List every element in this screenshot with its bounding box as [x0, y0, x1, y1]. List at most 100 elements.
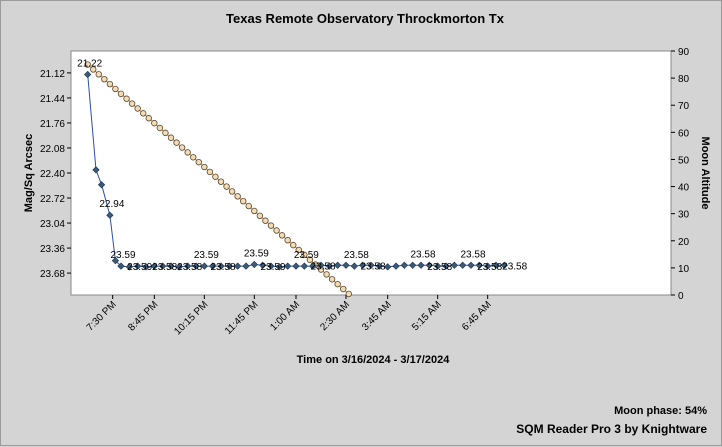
moon-altitude-point [245, 202, 252, 210]
moon-altitude-point [184, 149, 191, 156]
sky-brightness-point [150, 262, 158, 270]
sky-brightness-point [234, 262, 242, 270]
sky-brightness-point [106, 211, 114, 219]
moon-altitude-point [195, 158, 202, 166]
moon-altitude-point [206, 168, 214, 176]
data-label: 23.58 [410, 249, 435, 260]
sky-brightness-point [450, 261, 458, 269]
moon-altitude-point [223, 183, 230, 190]
moon-altitude-point [345, 290, 352, 298]
moon-altitude-point [301, 251, 308, 259]
sky-brightness-point [84, 70, 92, 79]
x-axis-label: Time on 3/16/2024 - 3/17/2024 [297, 354, 451, 366]
moon-altitude-point [240, 197, 247, 205]
sky-brightness-point [500, 261, 508, 269]
moon-altitude-point [228, 188, 236, 195]
y-right-tick-label: 70 [678, 101, 690, 112]
data-label: 23.58 [210, 262, 235, 273]
sky-brightness-point [134, 262, 142, 270]
data-label: 23.59 [110, 250, 135, 261]
data-label: 23.59 [244, 249, 269, 260]
sky-brightness-point [217, 262, 225, 270]
y-left-tick-label: 23.36 [40, 244, 65, 255]
moon-altitude-point [190, 154, 197, 161]
data-label: 23.59 [260, 262, 285, 273]
x-tick-label: 2:30 AM [318, 299, 352, 333]
y-axis-left-label: Mag/Sq Arcsec [23, 134, 35, 212]
series-moon-altitude [84, 61, 352, 298]
sky-brightness-point [392, 262, 400, 270]
sky-brightness-point [175, 263, 183, 271]
series-sky-brightness [84, 70, 508, 271]
y-right-tick-label: 90 [678, 47, 690, 58]
sky-brightness-point [300, 262, 308, 270]
sky-brightness-point [117, 262, 125, 270]
sky-brightness-point [200, 262, 208, 270]
moon-altitude-point [145, 115, 152, 122]
y-left-tick-label: 21.12 [40, 69, 65, 80]
sky-brightness-point [242, 262, 250, 270]
y-left-tick-label: 22.72 [40, 194, 65, 205]
y-right-tick-label: 30 [678, 210, 690, 221]
y-right-tick-label: 60 [678, 128, 690, 139]
moon-altitude-point [290, 241, 297, 249]
sky-brightness-point [342, 261, 350, 269]
sky-brightness-point [467, 261, 475, 269]
sky-brightness-point [284, 262, 292, 270]
moon-altitude-point [178, 144, 186, 151]
sky-brightness-point [192, 262, 200, 270]
sky-brightness-point [350, 262, 358, 270]
moon-altitude-point [201, 163, 208, 171]
sky-brightness-point [334, 261, 342, 269]
y-right-tick-label: 40 [678, 183, 690, 194]
moon-altitude-point [173, 139, 180, 146]
moon-altitude-point [328, 276, 336, 283]
moon-altitude-point [134, 105, 141, 112]
sky-brightness-point [275, 263, 283, 271]
sky-brightness-point [159, 262, 167, 270]
x-tick-label: 1:00 AM [268, 299, 302, 333]
moon-altitude-point [95, 71, 102, 78]
moon-altitude-point [334, 280, 341, 288]
sky-brightness-point [375, 262, 383, 270]
sky-brightness-point [475, 261, 483, 269]
y-left-tick-label: 23.68 [40, 269, 65, 280]
y-right-tick-label: 0 [678, 291, 684, 302]
y-left-tick-label: 21.76 [40, 119, 65, 130]
sky-brightness-point [92, 166, 100, 174]
data-label: 23.58 [460, 249, 485, 260]
y-left-tick-label: 21.44 [40, 94, 65, 105]
sky-brightness-point [417, 261, 425, 269]
sky-brightness-point [459, 261, 467, 269]
sky-brightness-point [125, 263, 133, 271]
sky-brightness-point [184, 262, 192, 270]
data-label: 23.58 [502, 261, 527, 272]
sky-brightness-point [492, 261, 500, 269]
x-tick-label: 8:45 PM [126, 299, 160, 333]
moon-altitude-point [217, 178, 225, 185]
sky-brightness-point [142, 263, 150, 271]
moon-altitude-point [273, 227, 280, 234]
sky-brightness-point [434, 262, 442, 270]
sky-brightness-point [309, 262, 317, 270]
data-label: 23.59 [194, 250, 219, 261]
y-right-tick-label: 50 [678, 155, 690, 166]
moon-altitude-point [340, 285, 347, 293]
data-label: 23.58 [427, 262, 452, 273]
moon-altitude-point [262, 217, 269, 224]
x-tick-label: 11:45 PM [223, 299, 261, 337]
moon-altitude-point [278, 232, 286, 239]
moon-altitude-point [251, 207, 258, 215]
sky-brightness-point [325, 262, 333, 270]
data-label: 21.22 [77, 58, 102, 69]
y-axis-right-label: Moon Altitude [699, 137, 711, 210]
x-tick-label: 6:45 AM [460, 299, 494, 333]
y-left-tick-label: 23.04 [40, 219, 65, 230]
data-label: 23.59 [294, 250, 319, 261]
moon-altitude-point [117, 90, 125, 98]
credit-text: SQM Reader Pro 3 by Knightware [516, 422, 707, 436]
data-label: 23.58 [360, 261, 385, 272]
sky-brightness-point [409, 261, 417, 269]
